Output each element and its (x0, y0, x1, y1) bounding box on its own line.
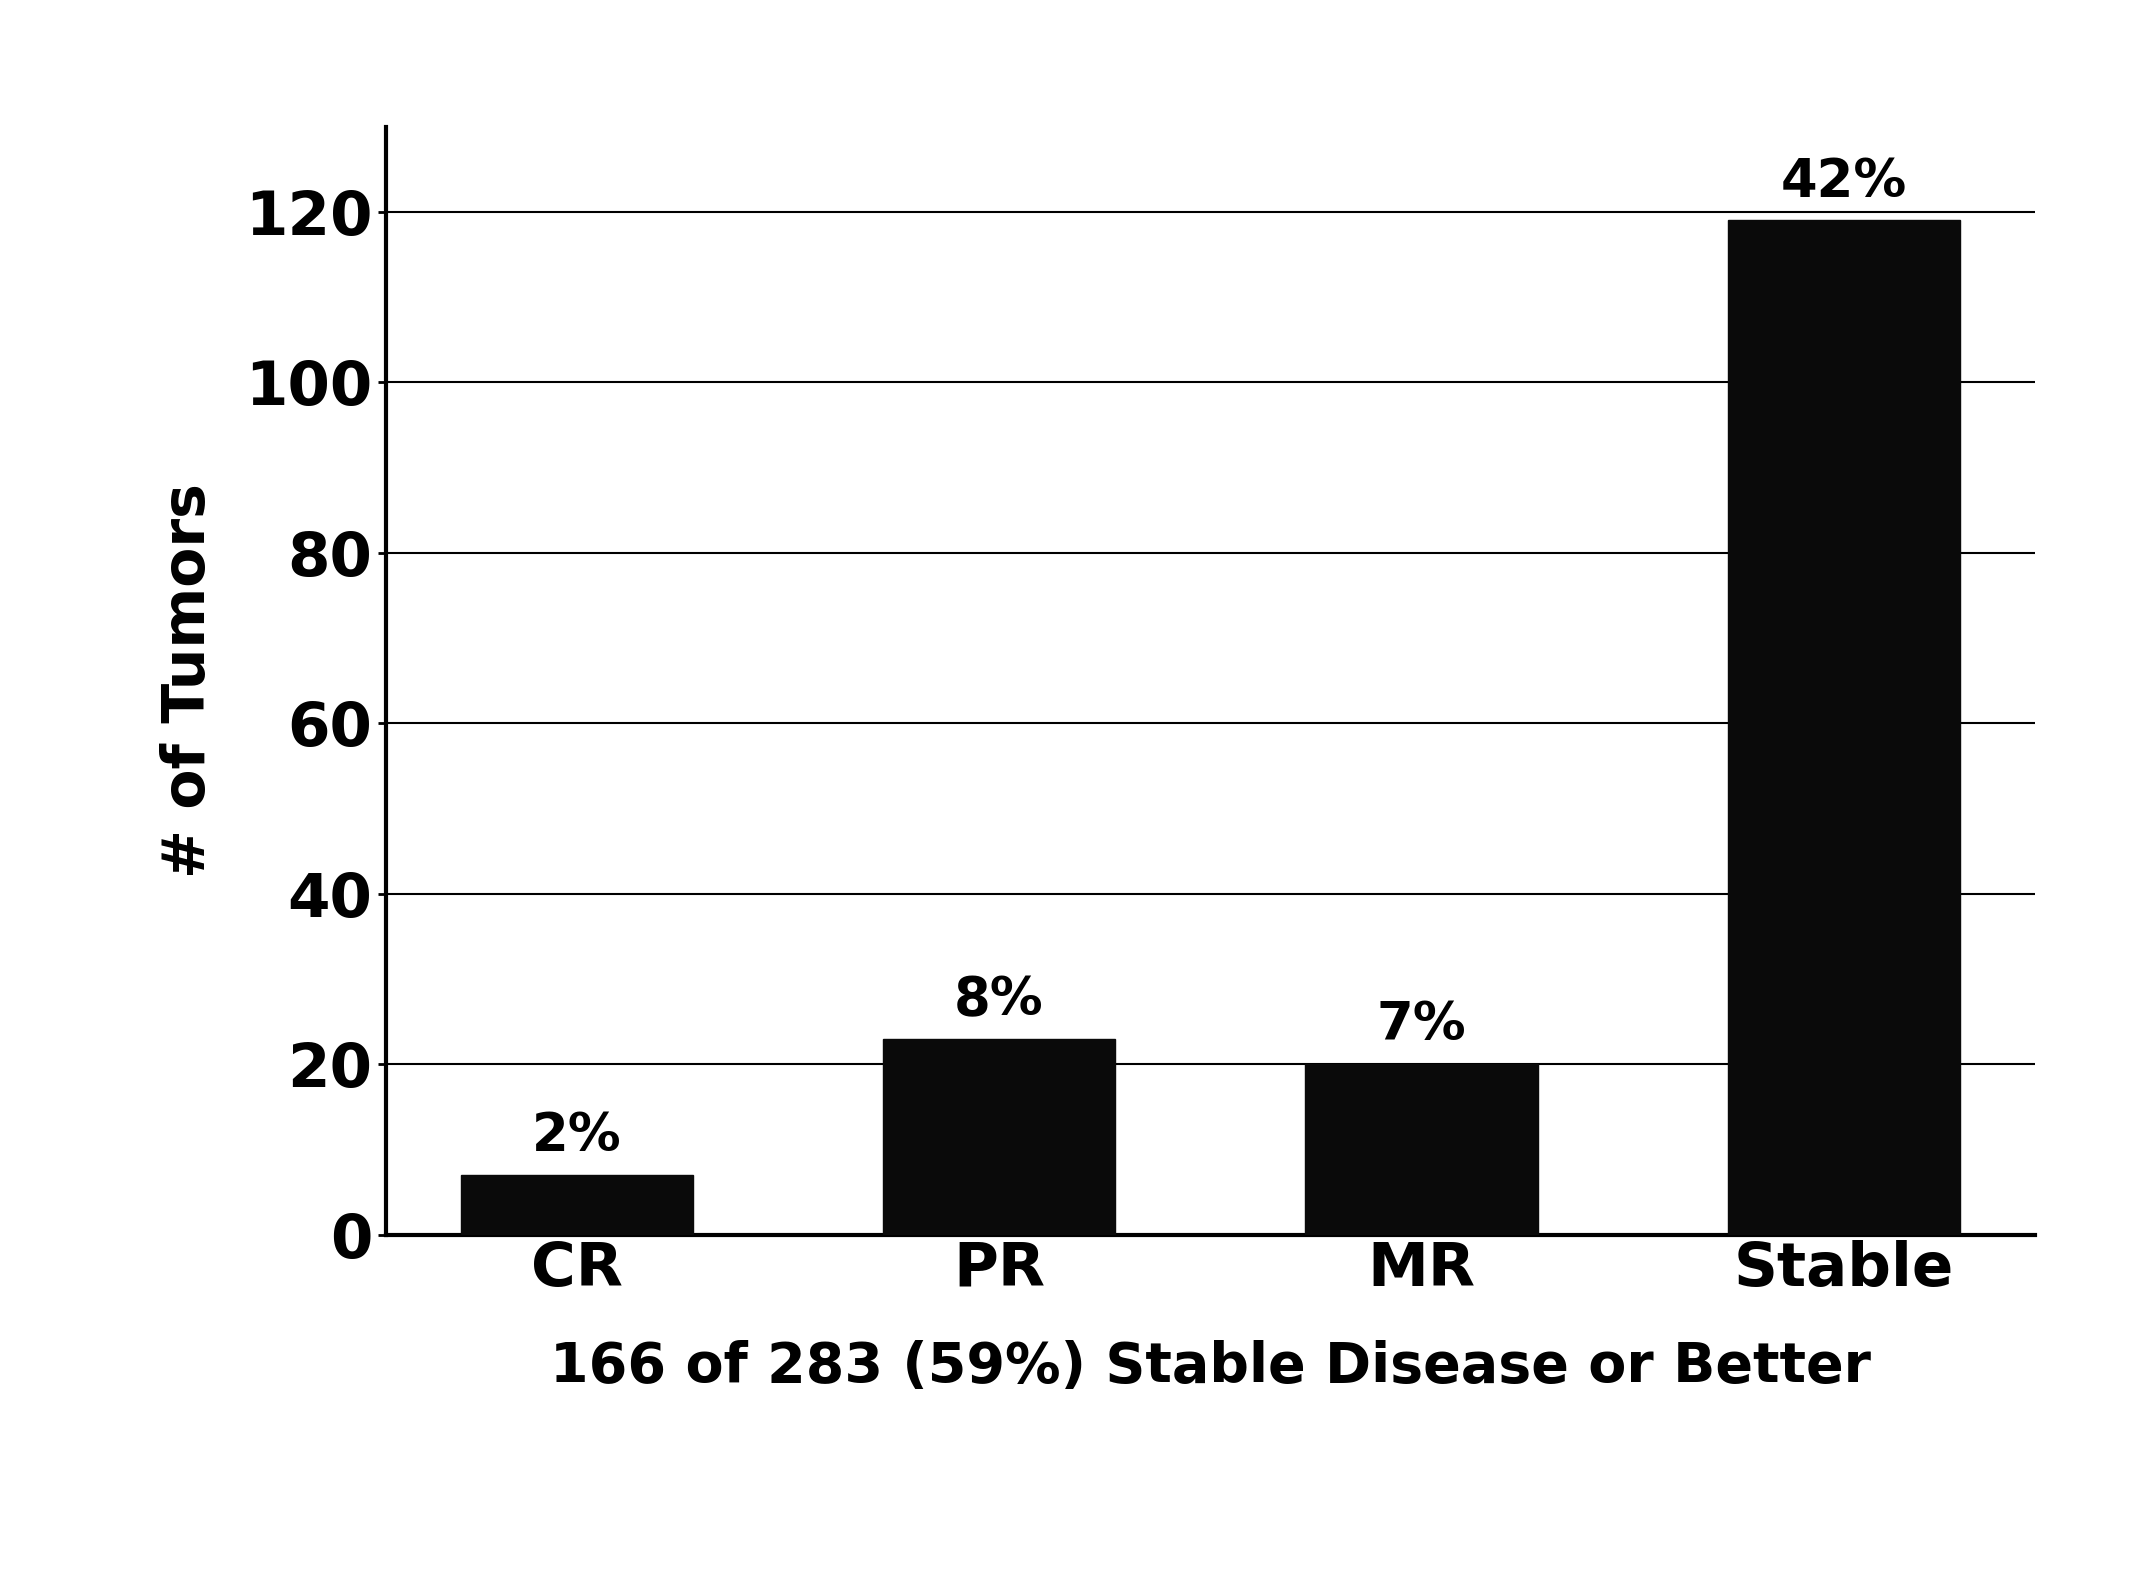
X-axis label: 166 of 283 (59%) Stable Disease or Better: 166 of 283 (59%) Stable Disease or Bette… (550, 1341, 1870, 1395)
Bar (1729, 220, 1960, 1235)
Bar (461, 1175, 692, 1235)
Text: 8%: 8% (953, 974, 1043, 1026)
Text: 42%: 42% (1780, 155, 1906, 207)
Bar (883, 1038, 1116, 1235)
Text: 2%: 2% (531, 1110, 621, 1162)
Bar (1304, 1064, 1538, 1235)
Text: 7%: 7% (1377, 999, 1467, 1051)
Y-axis label: # of Tumors: # of Tumors (161, 483, 216, 879)
